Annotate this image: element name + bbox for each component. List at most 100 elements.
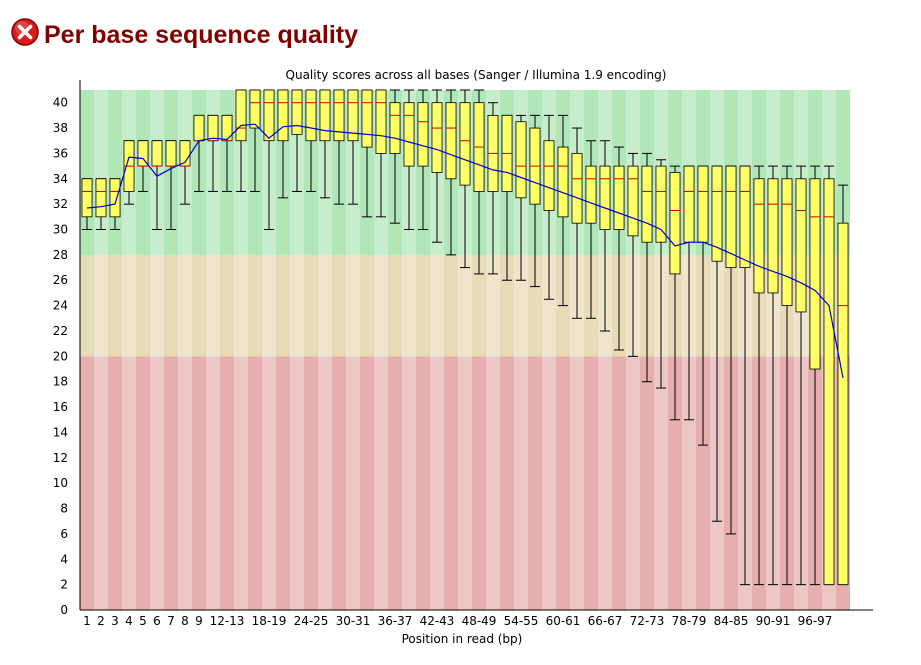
column-band <box>150 90 164 610</box>
box <box>333 89 345 142</box>
error-icon <box>11 18 39 46</box>
y-tick-label: 40 <box>53 96 68 110</box>
quality-zone-1 <box>80 254 850 357</box>
x-tick-label: 6 <box>153 614 161 628</box>
x-tick-label: 9 <box>195 614 203 628</box>
column-band <box>318 90 332 610</box>
box <box>725 165 737 268</box>
box <box>249 89 261 129</box>
box <box>655 165 667 243</box>
x-tick-label: 12-13 <box>210 614 245 628</box>
y-tick-label: 16 <box>53 400 68 414</box>
x-tick-label: 8 <box>181 614 189 628</box>
box <box>389 102 401 154</box>
column-band <box>374 90 388 610</box>
x-tick-label: 36-37 <box>378 614 413 628</box>
column-band <box>122 90 136 610</box>
y-tick-label: 30 <box>53 223 68 237</box>
y-tick-label: 6 <box>60 527 68 541</box>
box <box>445 102 457 180</box>
y-tick-label: 12 <box>53 451 68 465</box>
box <box>109 178 121 218</box>
column-band <box>402 90 416 610</box>
column-band <box>542 90 556 610</box>
box <box>193 114 205 142</box>
box <box>781 178 793 307</box>
x-tick-labels: 1 2 3 4 5 6 7 8 9 12-13 18-19 24-25 30-31 36-37 42-43 4… <box>83 614 832 628</box>
chart-title: Quality scores across all bases (Sanger … <box>286 68 667 82</box>
x-tick-label: 72-73 <box>630 614 665 628</box>
x-tick-label: 30-31 <box>336 614 371 628</box>
boxes <box>81 89 849 586</box>
box <box>837 222 849 586</box>
y-tick-label: 36 <box>53 146 68 160</box>
medians <box>81 102 849 307</box>
box <box>641 165 653 243</box>
y-tick-label: 0 <box>60 603 68 617</box>
x-axis-label: Position in read (bp) <box>402 632 523 646</box>
box <box>599 165 611 230</box>
box <box>683 165 695 243</box>
y-tick-label: 32 <box>53 197 68 211</box>
y-tick-label: 10 <box>53 476 68 490</box>
module-header: Per base sequence quality <box>10 12 358 52</box>
x-tick-label: 1 <box>83 614 91 628</box>
box <box>459 102 471 186</box>
x-tick-label: 24-25 <box>294 614 329 628</box>
column-band <box>262 90 276 610</box>
column-band <box>234 90 248 610</box>
box <box>305 89 317 142</box>
box <box>375 89 387 154</box>
box <box>753 178 765 294</box>
column-band <box>486 90 500 610</box>
column-band <box>206 90 220 610</box>
box <box>557 146 569 218</box>
x-tick-label: 84-85 <box>714 614 749 628</box>
quality-zone-0 <box>80 356 850 610</box>
x-tick-label: 66-67 <box>588 614 623 628</box>
column-band <box>94 90 108 610</box>
y-tick-label: 38 <box>53 121 68 135</box>
x-tick-label: 78-79 <box>672 614 707 628</box>
box <box>515 121 527 199</box>
mean-line <box>86 123 844 379</box>
column-band <box>346 90 360 610</box>
page-title: Per base sequence quality <box>44 20 359 49</box>
column-band <box>514 90 528 610</box>
y-tick-label: 26 <box>53 273 68 287</box>
box <box>151 140 163 167</box>
axes <box>79 80 873 611</box>
y-tick-label: 2 <box>60 578 68 592</box>
x-tick-label: 54-55 <box>504 614 539 628</box>
box <box>613 165 625 230</box>
box <box>165 140 177 167</box>
x-tick-label: 96-97 <box>798 614 833 628</box>
x-tick-label: 18-19 <box>252 614 287 628</box>
y-tick-label: 8 <box>60 502 68 516</box>
x-tick-label: 60-61 <box>546 614 581 628</box>
box <box>207 114 219 142</box>
box <box>809 178 821 370</box>
box <box>263 89 275 142</box>
box <box>221 114 233 142</box>
y-tick-label: 4 <box>60 552 68 566</box>
y-tick-label: 24 <box>53 299 68 313</box>
x-tick-label: 4 <box>125 614 133 628</box>
column-band <box>458 90 472 610</box>
box <box>361 89 373 148</box>
box <box>795 178 807 313</box>
y-tick-label: 34 <box>53 172 68 186</box>
box <box>417 102 429 167</box>
x-tick-label: 2 <box>97 614 105 628</box>
x-tick-label: 7 <box>167 614 175 628</box>
y-tick-label: 22 <box>53 324 68 338</box>
column-band <box>178 90 192 610</box>
y-tick-label: 28 <box>53 248 68 262</box>
box <box>95 178 107 218</box>
box <box>697 165 709 243</box>
x-tick-label: 42-43 <box>420 614 455 628</box>
box <box>403 102 415 167</box>
box <box>585 165 597 224</box>
